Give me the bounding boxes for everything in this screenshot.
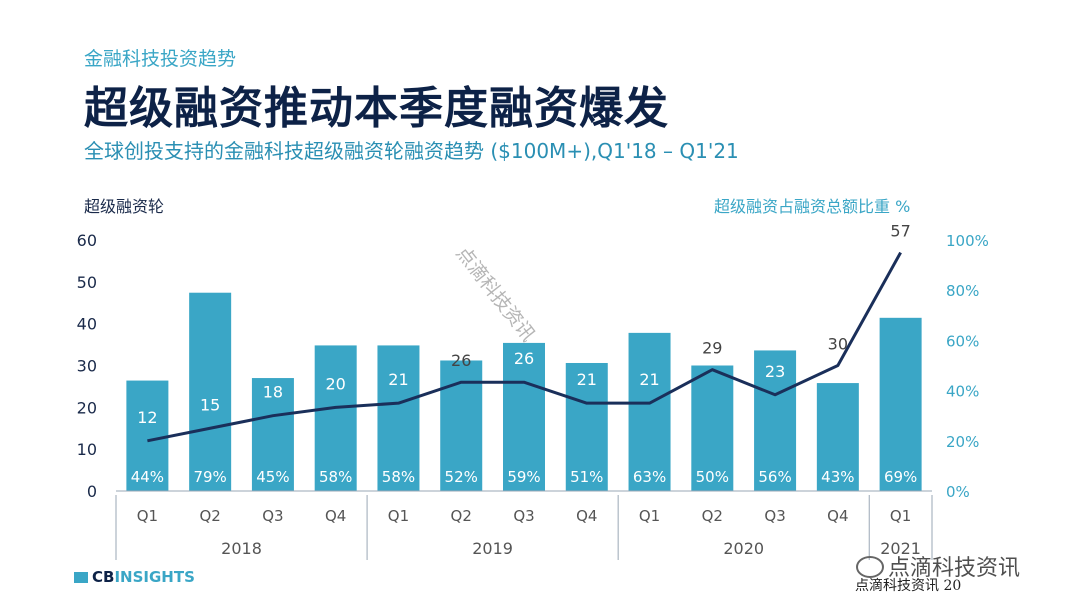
category-label: Q2 bbox=[451, 507, 472, 525]
left-tick-label: 30 bbox=[77, 357, 97, 376]
category-label: Q1 bbox=[388, 507, 409, 525]
year-label: 2019 bbox=[472, 539, 513, 558]
bar bbox=[189, 292, 232, 491]
line-value-label: 21 bbox=[388, 370, 408, 389]
bar-share-label: 56% bbox=[758, 468, 791, 486]
page-title: 超级融资推动本季度融资爆发 bbox=[84, 83, 669, 134]
bar-share-label: 63% bbox=[633, 468, 666, 486]
line-value-label: 12 bbox=[137, 408, 157, 427]
bar-share-label: 69% bbox=[884, 468, 917, 486]
line-value-label: 15 bbox=[200, 395, 220, 414]
cbinsights-logo-icon bbox=[74, 572, 88, 583]
category-label: Q3 bbox=[513, 507, 534, 525]
bar-share-label: 50% bbox=[696, 468, 729, 486]
right-tick-label: 0% bbox=[946, 483, 970, 501]
bar bbox=[377, 345, 420, 491]
bar bbox=[816, 383, 859, 491]
year-label: 2018 bbox=[221, 539, 262, 558]
page-number: 20 bbox=[943, 578, 962, 594]
line-series bbox=[147, 251, 902, 443]
year-label: 2021 bbox=[880, 539, 921, 558]
bar-share-label: 51% bbox=[570, 468, 603, 486]
bar bbox=[314, 345, 357, 491]
bar-share-label: 59% bbox=[507, 468, 540, 486]
category-label: Q1 bbox=[137, 507, 158, 525]
category-label: Q4 bbox=[576, 507, 597, 525]
category-label: Q3 bbox=[764, 507, 785, 525]
category-label: Q3 bbox=[262, 507, 283, 525]
bottom-watermark: 点滴科技资讯 bbox=[856, 550, 1020, 582]
bar-share-label: 43% bbox=[821, 468, 854, 486]
category-label: Q1 bbox=[639, 507, 660, 525]
bar bbox=[126, 380, 169, 491]
category-label: Q2 bbox=[199, 507, 220, 525]
category-label: Q1 bbox=[890, 507, 911, 525]
bar-share-label: 52% bbox=[445, 468, 478, 486]
bar bbox=[503, 342, 545, 491]
left-axis-title: 超级融资轮 bbox=[84, 197, 165, 216]
line-value-label: 30 bbox=[828, 335, 848, 354]
line-value-label: 21 bbox=[577, 370, 597, 389]
right-tick-label: 60% bbox=[946, 332, 979, 350]
line-value-label: 23 bbox=[765, 362, 785, 381]
line-value-label: 29 bbox=[702, 339, 722, 358]
bar bbox=[251, 378, 294, 491]
right-tick-label: 80% bbox=[946, 282, 979, 300]
bar-share-label: 44% bbox=[131, 468, 164, 486]
right-tick-label: 20% bbox=[946, 433, 979, 451]
line-value-label: 21 bbox=[639, 370, 659, 389]
line-value-label: 26 bbox=[514, 349, 534, 368]
wechat-icon bbox=[856, 556, 884, 578]
bar-share-label: 58% bbox=[382, 468, 415, 486]
bar bbox=[754, 350, 797, 491]
right-tick-label: 100% bbox=[946, 232, 989, 250]
right-axis-title: 超级融资占融资总额比重 % bbox=[714, 197, 911, 216]
page-subtitle: 全球创投支持的金融科技超级融资轮融资趋势 ($100M+),Q1'18 – Q1… bbox=[84, 139, 739, 163]
bottom-watermark-text: 点滴科技资讯 bbox=[888, 556, 1021, 581]
line-value-label: 20 bbox=[326, 374, 346, 393]
category-label: Q2 bbox=[702, 507, 723, 525]
bottom-watermark-small: 点滴科技资讯 20 bbox=[855, 575, 961, 595]
year-label: 2020 bbox=[723, 539, 764, 558]
bar bbox=[565, 362, 608, 491]
line-value-label: 57 bbox=[890, 222, 910, 241]
logo-insights-text: INSIGHTS bbox=[114, 568, 195, 586]
bar-share-label: 45% bbox=[256, 468, 289, 486]
bottom-watermark-small-text: 点滴科技资讯 bbox=[855, 578, 939, 594]
line-value-label: 18 bbox=[263, 383, 283, 402]
bar-share-label: 58% bbox=[319, 468, 352, 486]
kicker-title: 金融科技投资趋势 bbox=[84, 48, 237, 70]
cbinsights-logo: CBINSIGHTS bbox=[74, 568, 195, 586]
left-tick-label: 10 bbox=[77, 440, 97, 459]
category-label: Q4 bbox=[325, 507, 346, 525]
bar-share-label: 79% bbox=[193, 468, 226, 486]
category-label: Q4 bbox=[827, 507, 848, 525]
left-tick-label: 40 bbox=[77, 315, 97, 334]
bar bbox=[691, 365, 734, 491]
left-tick-label: 50 bbox=[77, 273, 97, 292]
line-value-label: 26 bbox=[451, 351, 471, 370]
left-tick-label: 20 bbox=[77, 398, 97, 417]
left-tick-label: 60 bbox=[77, 231, 97, 250]
left-tick-label: 0 bbox=[87, 482, 97, 501]
bar bbox=[879, 317, 922, 491]
right-tick-label: 40% bbox=[946, 383, 979, 401]
bar bbox=[628, 332, 671, 491]
logo-cb-text: CB bbox=[92, 568, 115, 586]
